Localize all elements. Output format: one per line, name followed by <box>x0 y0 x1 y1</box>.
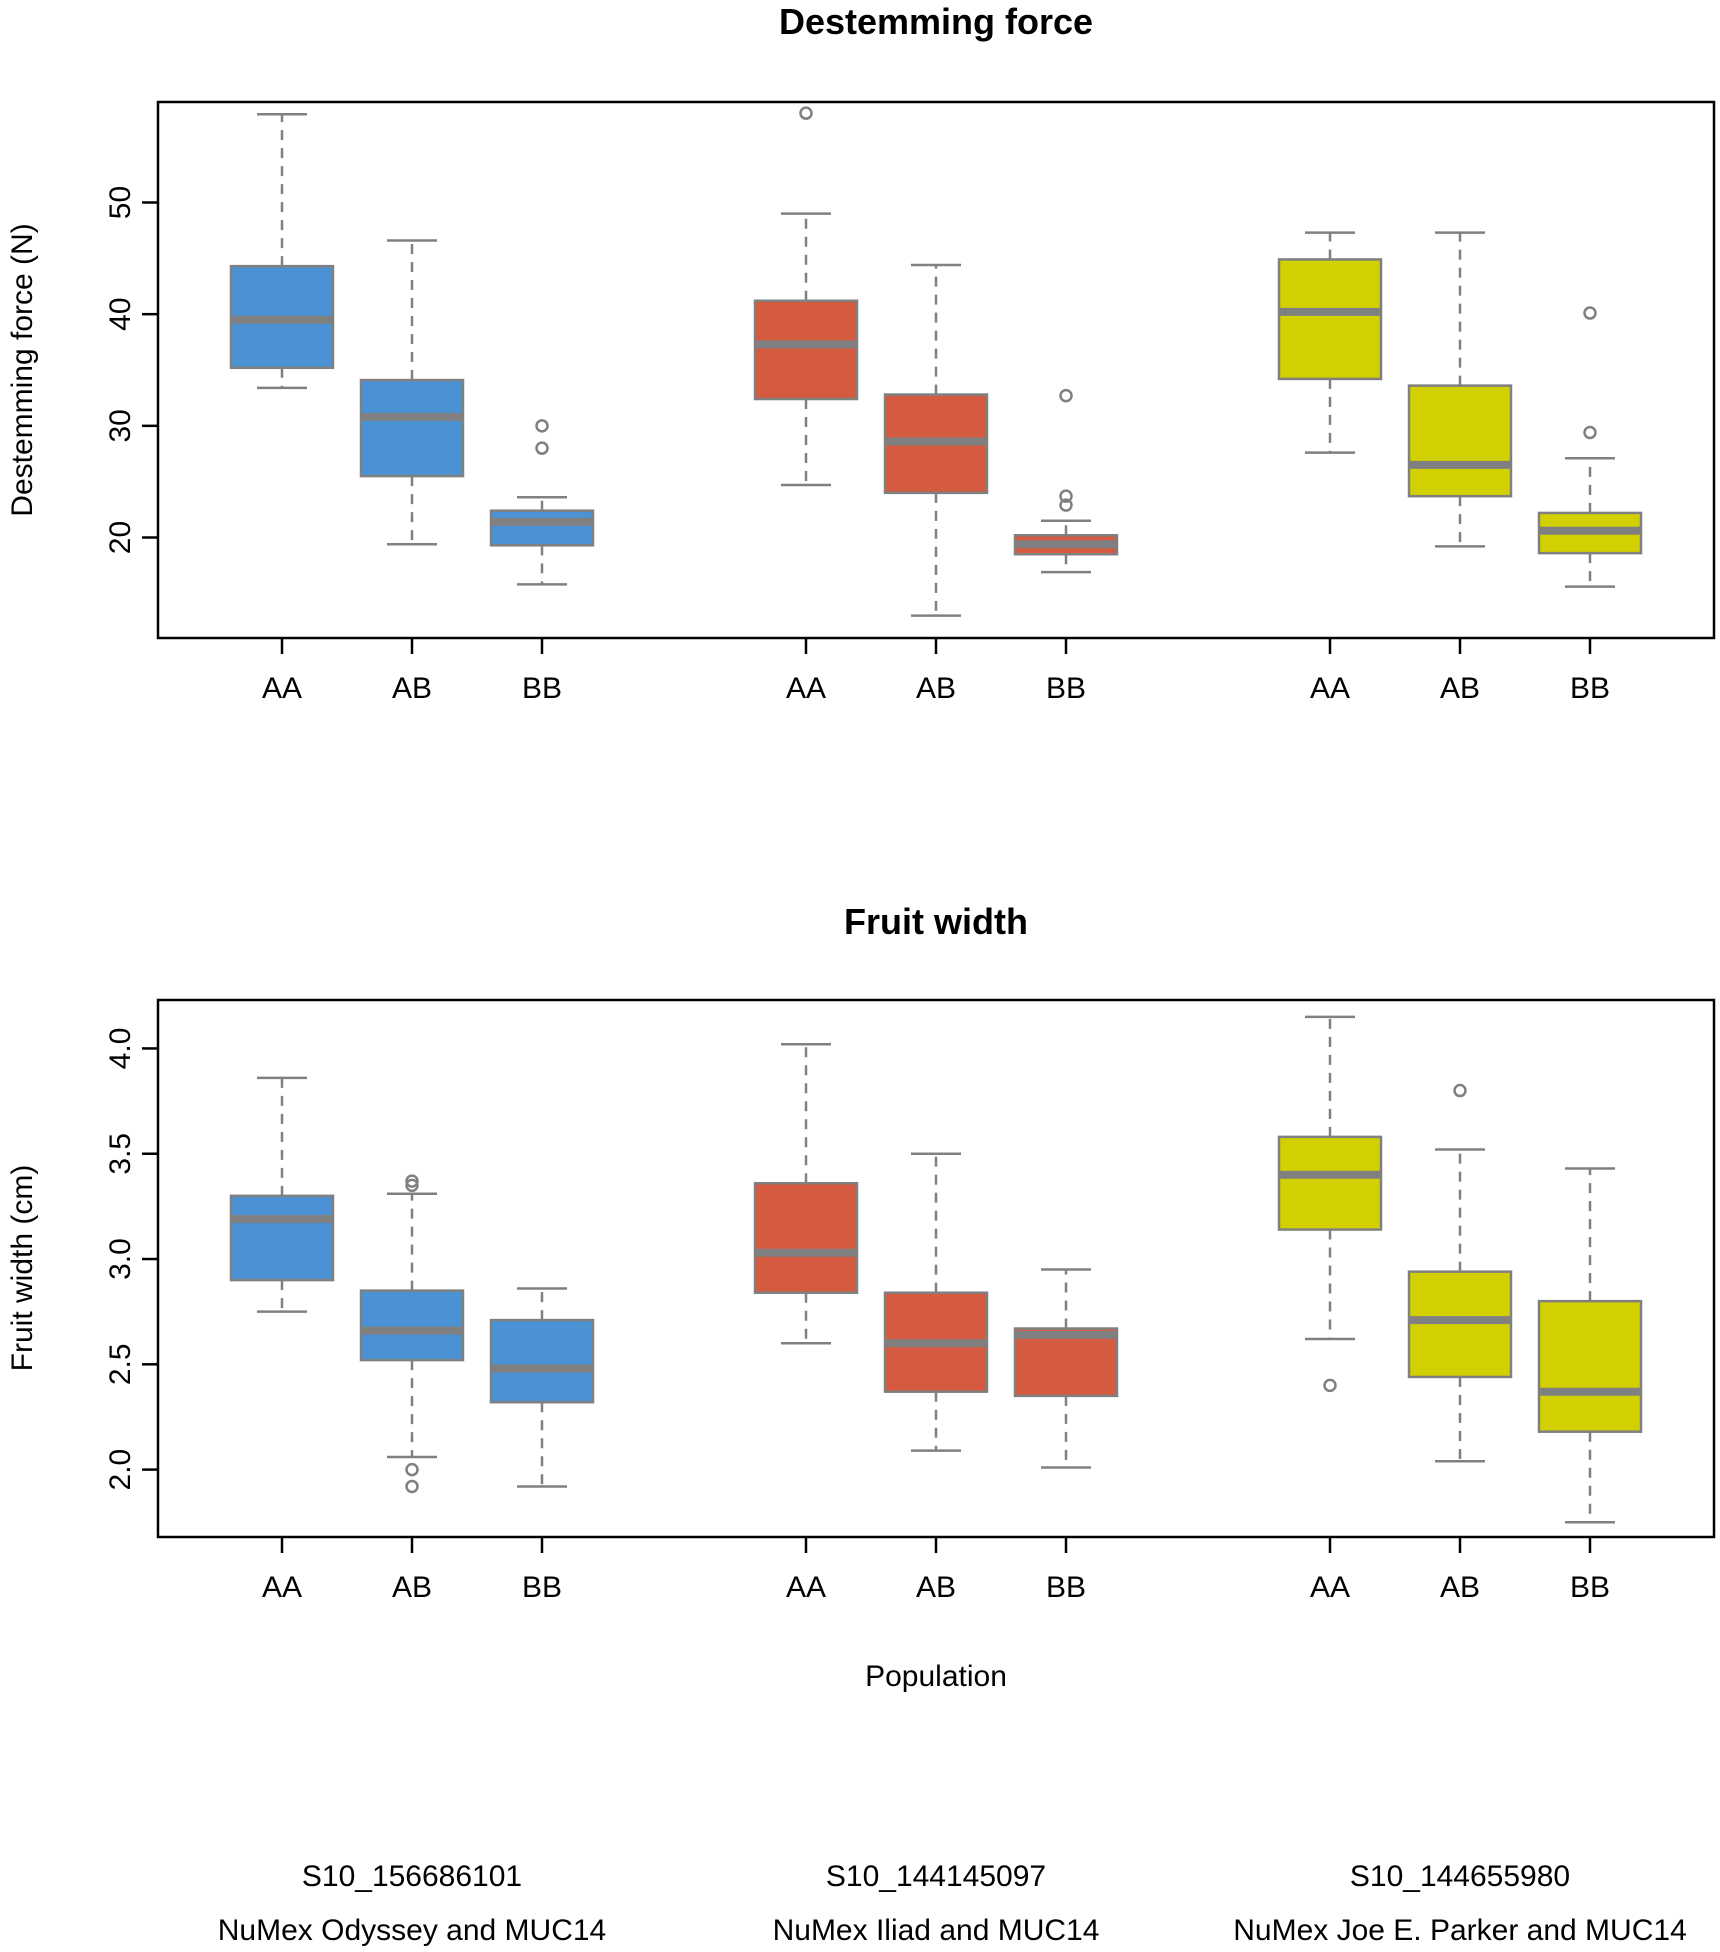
x-tick-label: AB <box>916 1571 956 1604</box>
fruit-width-panel: Fruit width Fruit width (cm) 2.0 2.5 3.0 3.… <box>6 901 1716 1693</box>
box-body <box>1013 1327 1119 1398</box>
x-tick-label: AB <box>392 672 432 705</box>
box-body <box>1277 258 1383 381</box>
x-tick-label: AA <box>1310 672 1350 705</box>
box-aa <box>1277 1015 1383 1393</box>
x-tick-label: BB <box>522 1571 562 1604</box>
box-bb <box>1537 306 1643 588</box>
box-aa <box>1277 231 1383 454</box>
y-axis: 20 30 40 50 <box>104 186 158 554</box>
box-ab <box>1407 1083 1513 1463</box>
outlier-point <box>405 1462 419 1477</box>
x-tick-label: BB <box>1570 672 1610 705</box>
group-marker-label: S10_144655980 <box>1350 1860 1570 1893</box>
box-body <box>489 509 595 547</box>
outlier-point <box>1583 425 1597 440</box>
box-ab <box>359 1174 465 1494</box>
box-body <box>1537 1299 1643 1433</box>
box-body <box>229 1194 335 1282</box>
box-body <box>489 1318 595 1404</box>
x-tick-label: BB <box>1046 672 1086 705</box>
group-marker-label: S10_144145097 <box>826 1860 1046 1893</box>
y-tick-label: 3.5 <box>104 1133 137 1175</box>
y-tick-label: 30 <box>104 409 137 442</box>
y-axis: 2.0 2.5 3.0 3.5 4.0 <box>104 1028 158 1491</box>
box-body <box>1407 384 1513 498</box>
outlier-point <box>535 441 549 455</box>
group-population-label: NuMex Joe E. Parker and MUC14 <box>1233 1914 1687 1947</box>
box-body <box>359 378 465 478</box>
x-tick-label: AB <box>1440 1571 1480 1604</box>
group-labels: S10_156686101 NuMex Odyssey and MUC14 S1… <box>218 1860 1687 1947</box>
outlier-point <box>1323 1378 1337 1393</box>
x-axis: AA AB BB AA AB BB AA AB BB <box>262 638 1610 705</box>
outlier-point <box>405 1174 419 1188</box>
box-ab <box>1407 231 1513 548</box>
y-tick-label: 20 <box>104 521 137 554</box>
box-ab <box>359 239 465 546</box>
y-tick-label: 2.5 <box>104 1343 137 1385</box>
outlier-point <box>405 1479 419 1494</box>
outlier-point <box>535 419 549 433</box>
y-tick-label: 50 <box>104 186 137 219</box>
box-bb <box>1013 1268 1119 1469</box>
destemming-force-panel: Destemming force Destemming force (N) 20… <box>6 1 1716 705</box>
x-tick-label: AA <box>786 672 826 705</box>
x-axis: AA AB BB AA AB BB AA AB BB <box>262 1537 1610 1604</box>
x-tick-label: AB <box>916 672 956 705</box>
box-body <box>1277 1135 1383 1231</box>
box-aa <box>229 1076 335 1313</box>
chart-title: Fruit width <box>844 901 1028 942</box>
x-tick-label: AA <box>1310 1571 1350 1604</box>
x-tick-label: BB <box>522 672 562 705</box>
box-bb <box>489 1287 595 1488</box>
box-bb <box>1537 1167 1643 1524</box>
outlier-point <box>1583 306 1597 320</box>
y-tick-label: 4.0 <box>104 1028 137 1070</box>
chart-title: Destemming force <box>779 1 1093 42</box>
outlier-point <box>1059 489 1073 503</box>
y-axis-label: Fruit width (cm) <box>6 1165 39 1372</box>
box-aa <box>753 1042 859 1345</box>
x-tick-label: AA <box>262 1571 302 1604</box>
y-tick-label: 3.0 <box>104 1238 137 1280</box>
x-tick-label: AA <box>786 1571 826 1604</box>
box-body <box>753 299 859 401</box>
group-population-label: NuMex Iliad and MUC14 <box>773 1914 1100 1947</box>
box-bb <box>1013 388 1119 574</box>
box-body <box>753 1181 859 1294</box>
y-tick-label: 2.0 <box>104 1449 137 1491</box>
x-axis-label: Population <box>865 1660 1007 1693</box>
x-tick-label: BB <box>1570 1571 1610 1604</box>
x-tick-label: BB <box>1046 1571 1086 1604</box>
outlier-point <box>405 1178 419 1193</box>
box-ab <box>883 1152 989 1452</box>
x-tick-label: AB <box>392 1571 432 1604</box>
outlier-point <box>1453 1083 1467 1098</box>
group-marker-label: S10_156686101 <box>302 1860 522 1893</box>
box-bb <box>489 419 595 586</box>
y-tick-label: 40 <box>104 297 137 330</box>
group-population-label: NuMex Odyssey and MUC14 <box>218 1914 606 1947</box>
box-aa <box>229 113 335 390</box>
box-body <box>359 1289 465 1362</box>
y-axis-label: Destemming force (N) <box>6 223 39 516</box>
outlier-point <box>1059 498 1073 512</box>
outlier-point <box>799 106 813 120</box>
box-aa <box>753 106 859 487</box>
box-series <box>229 1015 1643 1524</box>
box-body <box>1407 1270 1513 1379</box>
outlier-point <box>1059 388 1073 403</box>
x-tick-label: AA <box>262 672 302 705</box>
box-series <box>229 106 1643 617</box>
box-ab <box>883 263 989 617</box>
x-tick-label: AB <box>1440 672 1480 705</box>
